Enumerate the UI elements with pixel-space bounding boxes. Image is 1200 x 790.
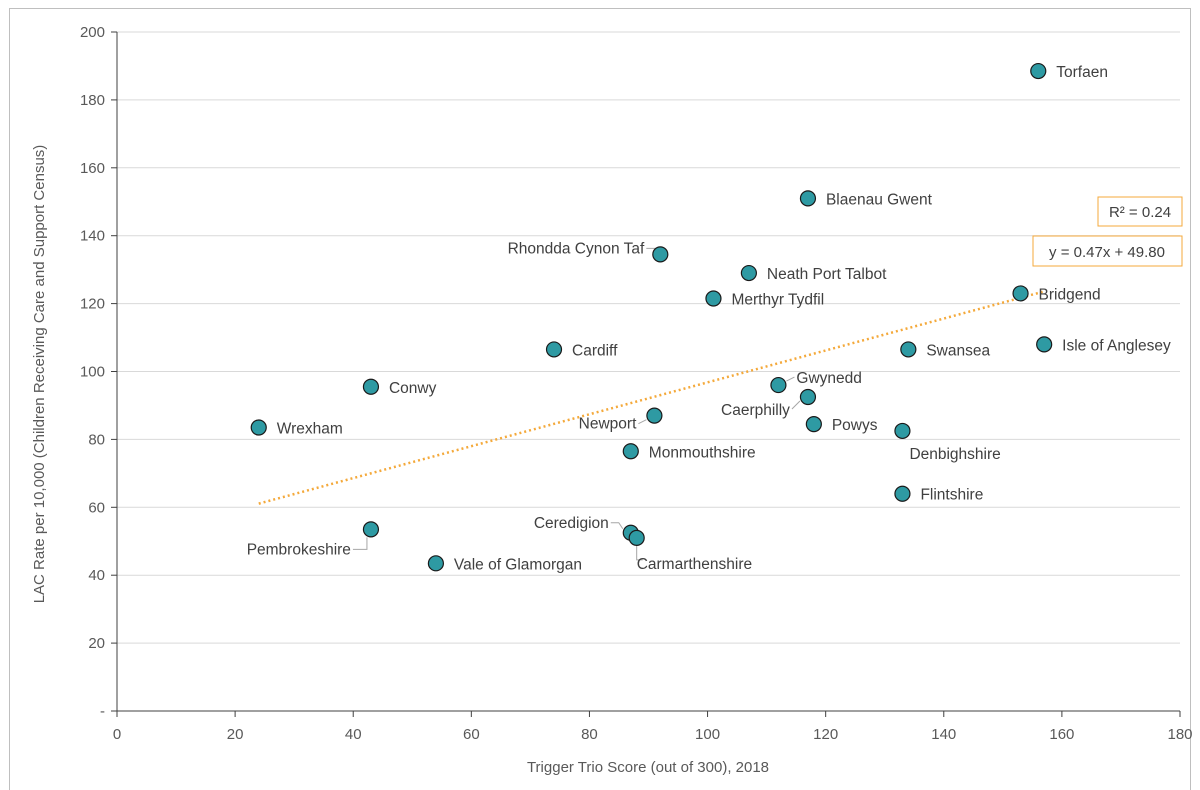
point-label: Merthyr Tydfil (731, 292, 824, 309)
point-label: Swansea (926, 342, 990, 359)
data-point (805, 416, 822, 433)
data-point (1030, 62, 1047, 80)
data-point (362, 378, 380, 395)
y-tick-label: 60 (88, 499, 105, 516)
data-point (770, 376, 787, 394)
data-point (628, 529, 645, 546)
gridlines (117, 31, 1180, 644)
data-point (740, 264, 757, 282)
point-label: Rhondda Cynon Taf (508, 240, 645, 257)
x-tick-label: 40 (345, 726, 362, 743)
y-tick-label: 180 (80, 92, 105, 109)
y-tick-label: 20 (88, 635, 105, 652)
leader-line (786, 376, 795, 382)
trendline-group (258, 290, 1045, 505)
r-squared-box (1097, 196, 1183, 227)
data-points (250, 62, 1053, 572)
y-tick-label: 160 (80, 160, 105, 177)
data-point (545, 341, 563, 358)
data-point (894, 485, 911, 502)
data-point (1012, 285, 1029, 302)
data-point (799, 388, 817, 406)
trendline (258, 290, 1045, 505)
point-label: Flintshire (920, 487, 983, 504)
y-tick-label: 100 (80, 364, 105, 381)
y-tick-label: 140 (80, 228, 105, 245)
point-label: Bridgend (1039, 286, 1101, 303)
x-tick-label: 100 (695, 726, 720, 743)
data-point (646, 407, 663, 424)
data-point (427, 555, 444, 572)
point-label: Vale of Glamorgan (454, 556, 582, 573)
x-tick-label: 0 (113, 726, 121, 743)
y-tick-label: 200 (80, 24, 105, 41)
x-tick-label: 160 (1049, 726, 1074, 743)
y-axis-title: LAC Rate per 10,000 (Children Receiving … (31, 145, 48, 604)
y-tick-label: 40 (88, 567, 105, 584)
point-label: Pembrokeshire (247, 541, 351, 558)
x-axis-title: Trigger Trio Score (out of 300), 2018 (527, 759, 769, 776)
point-label: Ceredigion (534, 515, 609, 532)
point-label: Caerphilly (721, 402, 790, 419)
point-label: Torfaen (1056, 64, 1108, 81)
leader-line (636, 545, 643, 561)
leader-line (638, 419, 647, 425)
equation-label: y = 0.47x + 49.80 (1049, 244, 1165, 261)
data-point (1036, 336, 1053, 353)
x-tick-label: 60 (463, 726, 480, 743)
leader-line (791, 400, 801, 410)
point-labels: Torfaen Blaenau Gwent Rhondda Cynon Taf Nea… (247, 64, 1171, 573)
point-label: Conwy (389, 380, 437, 397)
x-tick-label: 20 (227, 726, 244, 743)
equation-boxes: R² = 0.24 y = 0.47x + 49.80 (1032, 196, 1183, 267)
r-squared-label: R² = 0.24 (1109, 204, 1171, 221)
tick-labels: - 20 40 60 80 100 120 140 160 180 200 0 20 40 60 80 100 1… (80, 24, 1193, 743)
x-tick-label: 140 (931, 726, 956, 743)
point-label: Powys (832, 417, 878, 434)
point-label: Gwynedd (796, 370, 861, 387)
leader-line (610, 522, 624, 530)
point-label: Wrexham (277, 421, 343, 438)
axes (111, 31, 1181, 717)
data-point (705, 290, 722, 307)
point-label: Denbighshire (909, 446, 1000, 463)
x-tick-label: 80 (581, 726, 598, 743)
point-label: Cardiff (572, 342, 618, 359)
chart-frame (9, 8, 1191, 790)
point-label: Neath Port Talbot (767, 266, 887, 283)
data-point (652, 246, 669, 263)
data-point (622, 443, 639, 460)
point-label: Monmouthshire (649, 444, 756, 461)
point-label: Carmarthenshire (637, 556, 752, 573)
x-tick-label: 180 (1167, 726, 1192, 743)
data-point (900, 341, 917, 358)
equation-box (1032, 235, 1183, 267)
y-tick-label: - (100, 703, 105, 720)
point-label: Isle of Anglesey (1062, 337, 1171, 354)
data-point (894, 422, 911, 440)
data-point (250, 419, 267, 436)
point-label: Newport (579, 416, 637, 433)
point-label: Blaenau Gwent (826, 191, 933, 208)
data-point (362, 521, 380, 538)
y-tick-label: 80 (88, 431, 105, 448)
x-tick-label: 120 (813, 726, 838, 743)
data-point (799, 190, 817, 207)
leader-line (352, 537, 368, 550)
y-tick-label: 120 (80, 296, 105, 313)
leader-lines (352, 247, 801, 561)
